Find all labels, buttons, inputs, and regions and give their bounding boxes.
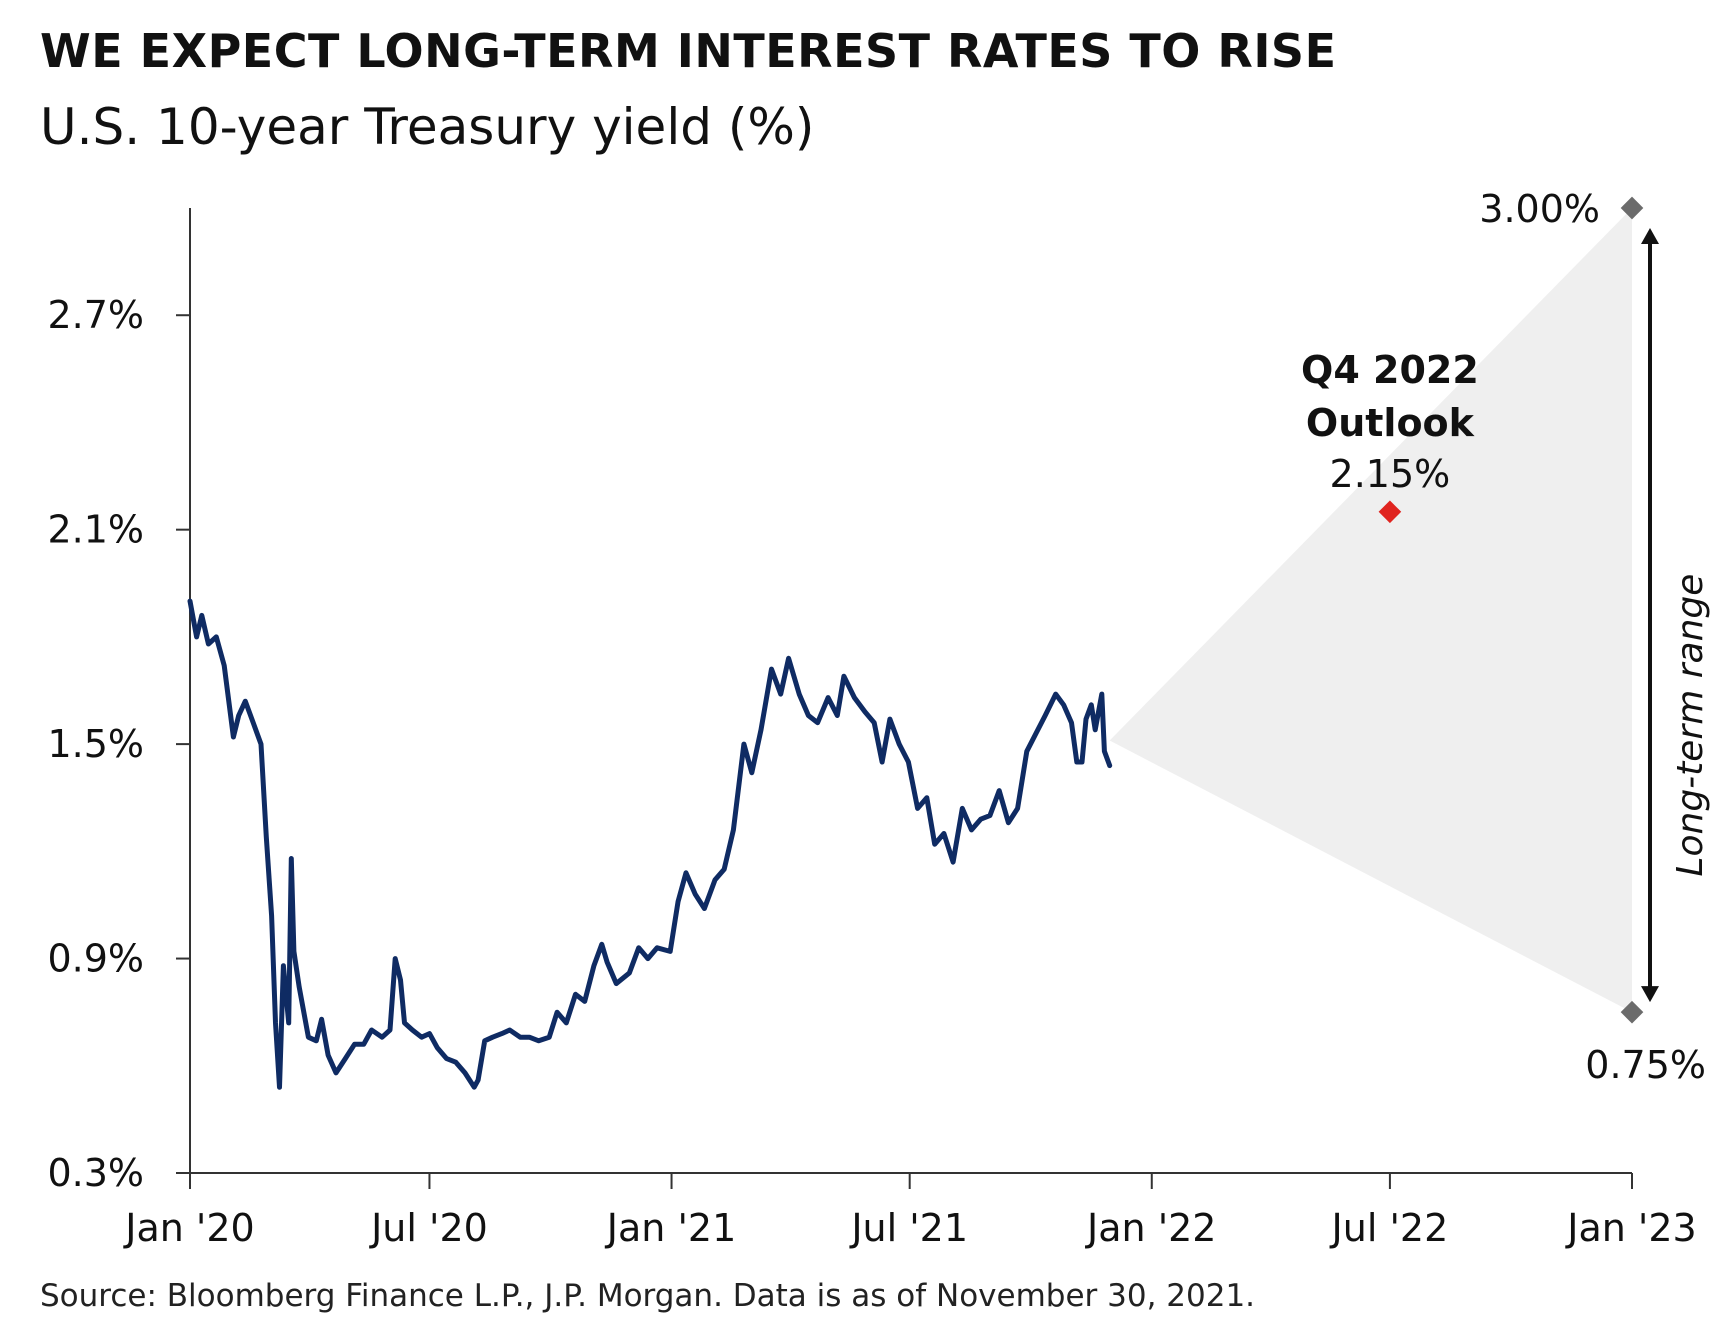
x-tick-label: Jul '20 [369,1206,488,1250]
x-tick-label: Jan '20 [123,1206,254,1250]
chart-subtitle: U.S. 10-year Treasury yield (%) [40,98,815,156]
x-tick-label: Jan '22 [1085,1206,1216,1250]
x-tick-label: Jul '21 [849,1206,968,1250]
source-note: Source: Bloomberg Finance L.P., J.P. Mor… [40,1278,1256,1314]
x-tick-label: Jan '21 [605,1206,736,1250]
range-upper-marker [1620,196,1644,220]
range-arrow-head-down [1641,986,1659,1003]
y-tick-label: 1.5% [47,722,144,766]
chart-title: WE EXPECT LONG-TERM INTEREST RATES TO RI… [40,24,1337,78]
outlook-label-line2: Outlook [1306,401,1475,445]
y-tick-label: 0.3% [47,1151,144,1195]
y-tick-label: 0.9% [47,937,144,981]
x-tick-label: Jul '22 [1330,1206,1449,1250]
outlook-marker [1378,500,1402,524]
y-tick-label: 2.1% [47,508,144,552]
range-arrow-head-up [1641,228,1659,244]
range-lower-marker [1620,1000,1644,1024]
range-axis-label: Long-term range [1670,574,1711,877]
x-tick-label: Jan '23 [1565,1206,1696,1250]
forecast-cone [1109,208,1632,1013]
range-upper-label: 3.00% [1479,187,1600,231]
outlook-label-line1: Q4 2022 [1301,348,1479,392]
y-tick-label: 2.7% [47,293,144,337]
yield-series-line [187,598,1113,1090]
range-lower-label: 0.75% [1585,1043,1706,1087]
outlook-value-label: 2.15% [1330,452,1451,496]
